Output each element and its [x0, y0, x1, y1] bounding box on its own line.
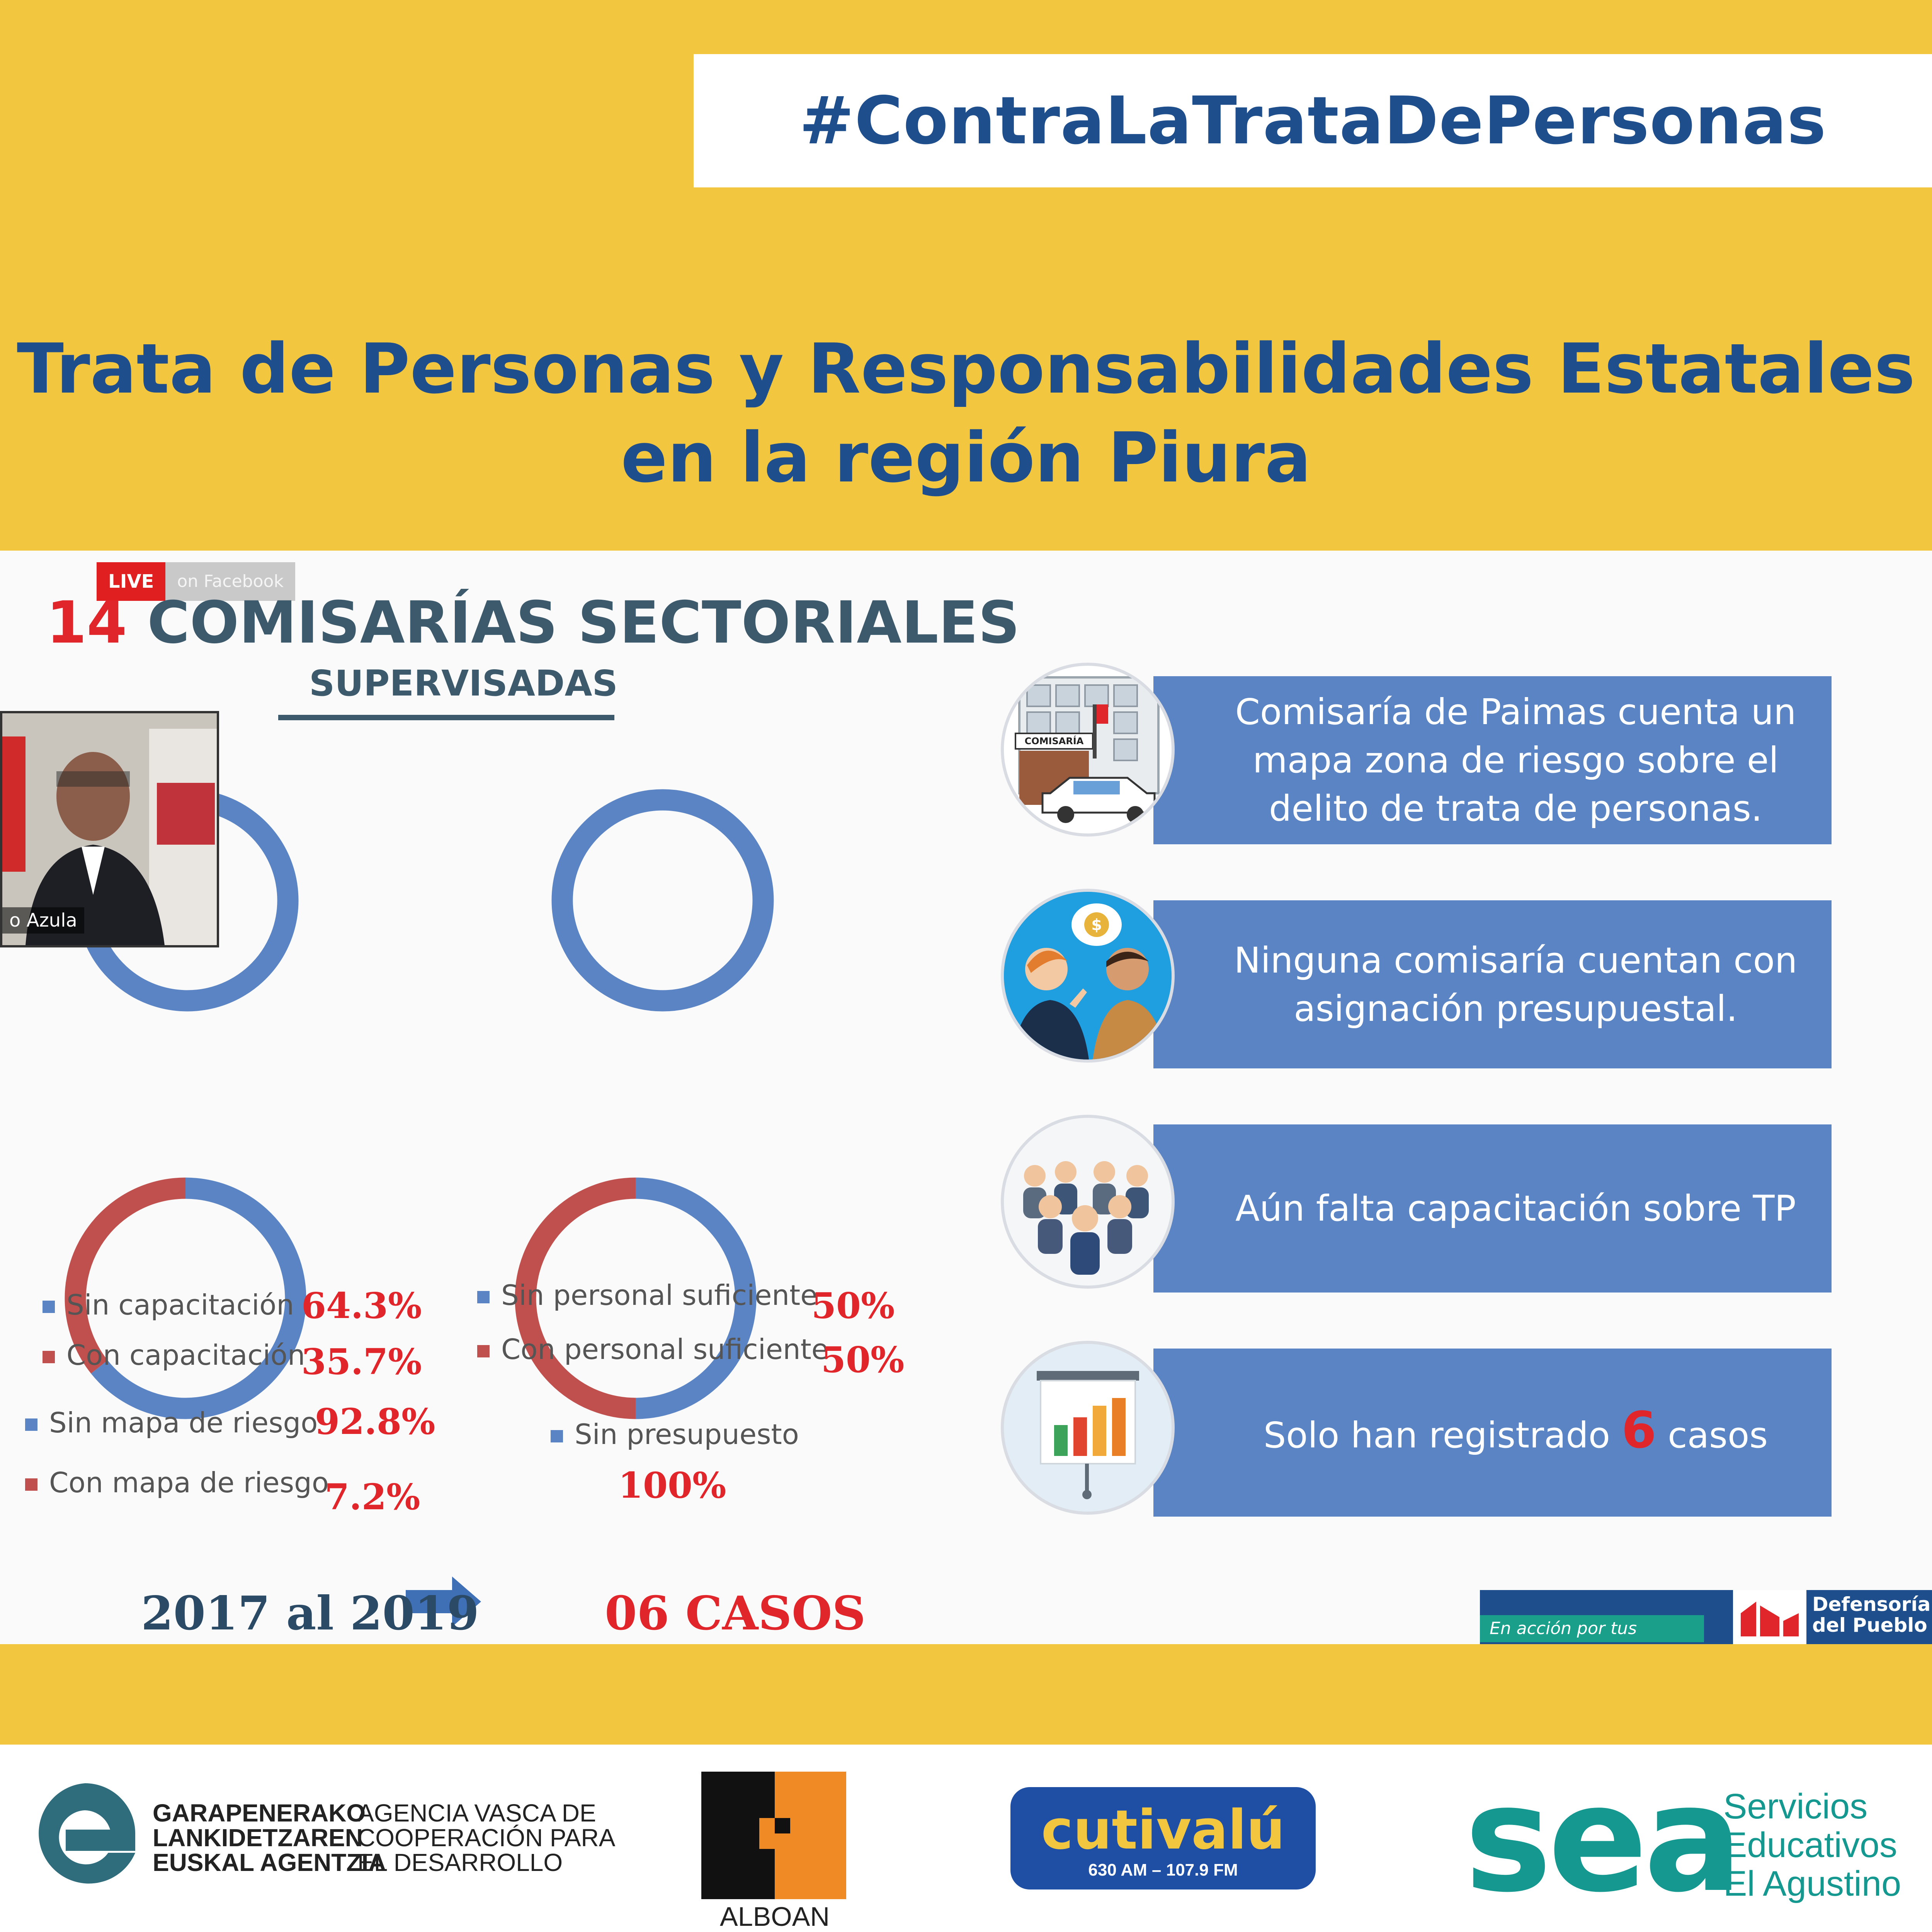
- basque-line-3: EUSKAL AGENTZIA: [153, 1849, 386, 1876]
- footer-org-line-2: del Pueblo: [1812, 1614, 1927, 1636]
- legend-swatch-blue: [551, 1430, 563, 1443]
- finding-box-1: Comisaría de Paimas cuenta un mapa zona …: [1153, 676, 1832, 844]
- footer-org-name: Defensoría del Pueblo: [1812, 1594, 1930, 1636]
- period-label: 2017 al 2019: [141, 1586, 479, 1641]
- legend-label: Con mapa de riesgo: [49, 1466, 329, 1499]
- donut-segment: [635, 1177, 757, 1419]
- basque-agency-name: GARAPENERAKO LANKIDETZAREN EUSKAL AGENTZ…: [153, 1801, 386, 1875]
- finding-box-4: Solo han registrado 6 casos: [1153, 1349, 1832, 1517]
- basque-line-2: LANKIDETZAREN: [153, 1824, 363, 1852]
- finding-text: Comisaría de Paimas cuenta un mapa zona …: [1235, 691, 1796, 829]
- defensoria-logo-icon: [1733, 1590, 1806, 1644]
- spanish-line-1: AGENCIA VASCA DE: [357, 1799, 596, 1827]
- legend-swatch-red: [477, 1345, 490, 1358]
- slide-title-text: COMISARÍAS SECTORIALES: [147, 589, 1020, 656]
- alboan-logo-icon: [701, 1772, 846, 1899]
- legend-label: Sin presupuesto: [575, 1418, 799, 1451]
- finding-text-before: Solo han registrado: [1263, 1414, 1611, 1456]
- donut-segment: [551, 789, 774, 1012]
- donut-segment: [65, 1177, 186, 1374]
- slide-title: 14 COMISARÍAS SECTORIALES: [46, 589, 1020, 656]
- live-label: LIVE: [97, 562, 166, 601]
- legend-label: Con capacitación: [66, 1339, 305, 1371]
- hashtag-text: #ContraLaTrataDePersonas: [799, 82, 1827, 159]
- legend-label: Sin personal suficiente: [501, 1279, 818, 1311]
- sponsor-logo-bar: GARAPENERAKO LANKIDETZAREN EUSKAL AGENTZ…: [0, 1745, 1932, 1932]
- webcam-name-tag: o Azula: [2, 907, 84, 934]
- legend-item: Sin capacitación: [43, 1289, 294, 1321]
- station-sign: COMISARÍA: [1025, 735, 1084, 747]
- finding-box-3: Aún falta capacitación sobre TP: [1153, 1124, 1832, 1293]
- cutivalu-name: cutivalú: [1041, 1799, 1285, 1862]
- finding-text: Aún falta capacitación sobre TP: [1235, 1188, 1796, 1229]
- basque-line-1: GARAPENERAKO: [153, 1799, 366, 1827]
- presentation-chart-icon: [1001, 1341, 1175, 1515]
- spanish-agency-name: AGENCIA VASCA DE COOPERACIÓN PARA EL DES…: [357, 1801, 615, 1875]
- donut-segment: [515, 1177, 636, 1419]
- legend-item: Con personal suficiente: [477, 1333, 828, 1366]
- legend-item: Sin personal suficiente: [477, 1279, 818, 1311]
- legend-swatch-blue: [25, 1418, 37, 1431]
- cutivalu-logo: cutivalú 630 AM – 107.9 FM: [1010, 1787, 1316, 1889]
- legend-swatch-blue: [477, 1291, 490, 1304]
- page-title: Trata de Personas y Responsabilidades Es…: [0, 325, 1932, 502]
- donut-chart-staff: [515, 1177, 757, 1419]
- svg-text:$: $: [1091, 916, 1102, 934]
- legend-label: Sin mapa de riesgo: [49, 1406, 318, 1439]
- title-line-2: en la región Piura: [621, 418, 1311, 498]
- live-platform: on Facebook: [165, 562, 295, 601]
- slide-subtitle: SUPERVISADAS: [309, 663, 618, 704]
- sea-line-2: Educativos: [1723, 1825, 1898, 1865]
- legend-label: Sin capacitación: [66, 1289, 294, 1321]
- cutivalu-frequency: 630 AM – 107.9 FM: [1088, 1861, 1238, 1879]
- group-people-icon: [1001, 1115, 1175, 1289]
- finding-highlight-number: 6: [1621, 1400, 1656, 1459]
- percent-label: 92.8%: [315, 1401, 435, 1442]
- legend-item: Con mapa de riesgo: [25, 1466, 329, 1499]
- percent-label: 50%: [821, 1339, 905, 1381]
- legend-item: Sin mapa de riesgo: [25, 1406, 318, 1439]
- legend-swatch-blue: [43, 1301, 55, 1313]
- spanish-line-2: COOPERACIÓN PARA: [357, 1824, 616, 1852]
- alboan-name: ALBOAN: [720, 1901, 830, 1932]
- live-badge: LIVE on Facebook: [97, 562, 295, 601]
- footer-org-line-1: Defensoría: [1812, 1593, 1931, 1616]
- finding-text: Solo han registrado 6 casos: [1263, 1405, 1768, 1459]
- arrow-right-icon: [406, 1577, 481, 1627]
- finding-text-after: casos: [1668, 1414, 1768, 1456]
- police-station-icon: COMISARÍA: [1001, 663, 1175, 837]
- donut-chart-budget: [551, 789, 774, 1012]
- sea-line-3: El Agustino: [1723, 1864, 1901, 1903]
- finding-box-2: Ninguna comisaría cuentan con asignación…: [1153, 900, 1832, 1068]
- percent-label: 100%: [618, 1464, 726, 1506]
- webcam-video[interactable]: o Azula: [0, 711, 219, 947]
- spanish-line-3: EL DESARROLLO: [357, 1849, 563, 1876]
- legend-item: Con capacitación: [43, 1339, 305, 1371]
- title-line-1: Trata de Personas y Responsabilidades Es…: [17, 329, 1915, 409]
- percent-label: 7.2%: [325, 1476, 420, 1518]
- budget-discussion-icon: $: [1001, 889, 1175, 1063]
- subtitle-underline: [278, 715, 614, 720]
- percent-label: 64.3%: [301, 1285, 422, 1327]
- legend-item: Sin presupuesto: [551, 1418, 799, 1451]
- sea-organization-name: Servicios Educativos El Agustino: [1723, 1787, 1901, 1903]
- finding-text: Ninguna comisaría cuentan con asignación…: [1234, 939, 1798, 1029]
- sea-logo: sea: [1464, 1753, 1743, 1925]
- donut-chart-training: [65, 1177, 306, 1419]
- legend-swatch-red: [43, 1351, 55, 1364]
- legend-swatch-red: [25, 1478, 37, 1491]
- cases-label: 06 CASOS: [605, 1586, 866, 1641]
- presentation-slide: LIVE on Facebook 14 COMISARÍAS SECTORIAL…: [0, 551, 1932, 1644]
- legend-label: Con personal suficiente: [501, 1333, 829, 1366]
- percent-label: 50%: [811, 1285, 895, 1327]
- hashtag-banner: #ContraLaTrataDePersonas: [694, 54, 1932, 187]
- slide-title-number: 14: [46, 589, 127, 656]
- presenter-icon: [2, 713, 217, 945]
- percent-label: 35.7%: [301, 1341, 422, 1383]
- sea-line-1: Servicios: [1723, 1787, 1868, 1826]
- footer-slogan: En acción por tus derechos: [1480, 1615, 1704, 1642]
- donut-segment: [91, 1177, 306, 1419]
- basque-agency-logo-icon: [39, 1783, 135, 1884]
